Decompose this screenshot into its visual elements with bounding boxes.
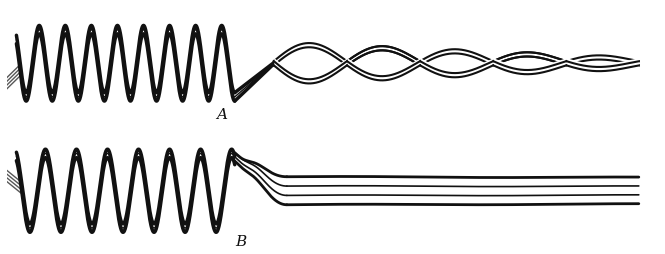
Text: B: B xyxy=(235,235,247,249)
Text: A: A xyxy=(216,108,227,122)
